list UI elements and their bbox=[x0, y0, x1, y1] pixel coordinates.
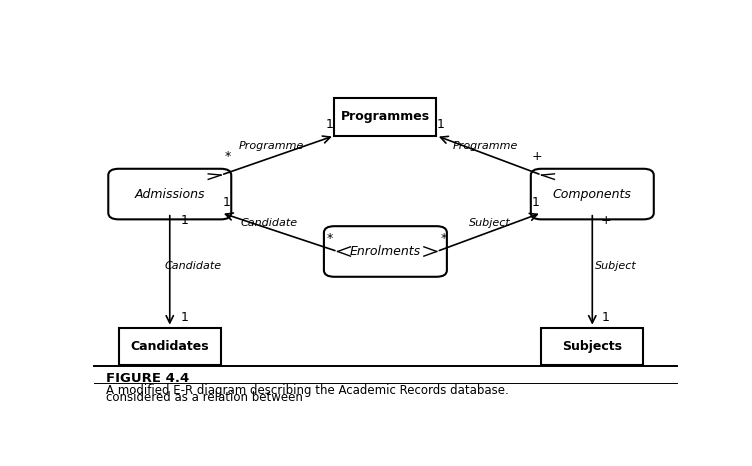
Text: *: * bbox=[441, 232, 447, 245]
Text: Programme: Programme bbox=[239, 141, 305, 151]
Text: Admissions: Admissions bbox=[135, 188, 205, 200]
Text: A modified E-R diagram describing the Academic Records database.: A modified E-R diagram describing the Ac… bbox=[105, 384, 512, 397]
Text: +: + bbox=[532, 150, 542, 163]
Text: Subject: Subject bbox=[469, 218, 511, 228]
Text: 1: 1 bbox=[180, 311, 188, 324]
FancyBboxPatch shape bbox=[324, 226, 447, 277]
Text: *: * bbox=[225, 150, 231, 163]
Text: Candidate: Candidate bbox=[165, 261, 222, 271]
Text: 1: 1 bbox=[602, 311, 610, 324]
Text: Programmes: Programmes bbox=[341, 110, 430, 123]
Text: Subjects: Subjects bbox=[562, 340, 623, 353]
Text: Candidates: Candidates bbox=[130, 340, 209, 353]
Bar bbox=[541, 328, 643, 365]
FancyBboxPatch shape bbox=[531, 169, 653, 219]
Text: 1: 1 bbox=[326, 117, 334, 130]
Text: 1: 1 bbox=[437, 117, 444, 130]
Text: Programme: Programme bbox=[453, 141, 518, 151]
Bar bbox=[119, 328, 221, 365]
FancyBboxPatch shape bbox=[108, 169, 232, 219]
Text: +: + bbox=[600, 214, 611, 227]
Text: Enrolments: Enrolments bbox=[350, 245, 421, 258]
Text: considered as a relation between: considered as a relation between bbox=[105, 391, 306, 404]
Text: *: * bbox=[327, 232, 333, 245]
Text: 1: 1 bbox=[532, 196, 540, 209]
Text: Subject: Subject bbox=[595, 261, 636, 271]
Text: Candidate: Candidate bbox=[241, 218, 297, 228]
Text: Components: Components bbox=[553, 188, 632, 200]
Bar bbox=[335, 98, 436, 136]
Text: 1: 1 bbox=[223, 196, 231, 209]
Text: FIGURE 4.4: FIGURE 4.4 bbox=[105, 372, 189, 385]
Text: 1: 1 bbox=[180, 214, 188, 227]
